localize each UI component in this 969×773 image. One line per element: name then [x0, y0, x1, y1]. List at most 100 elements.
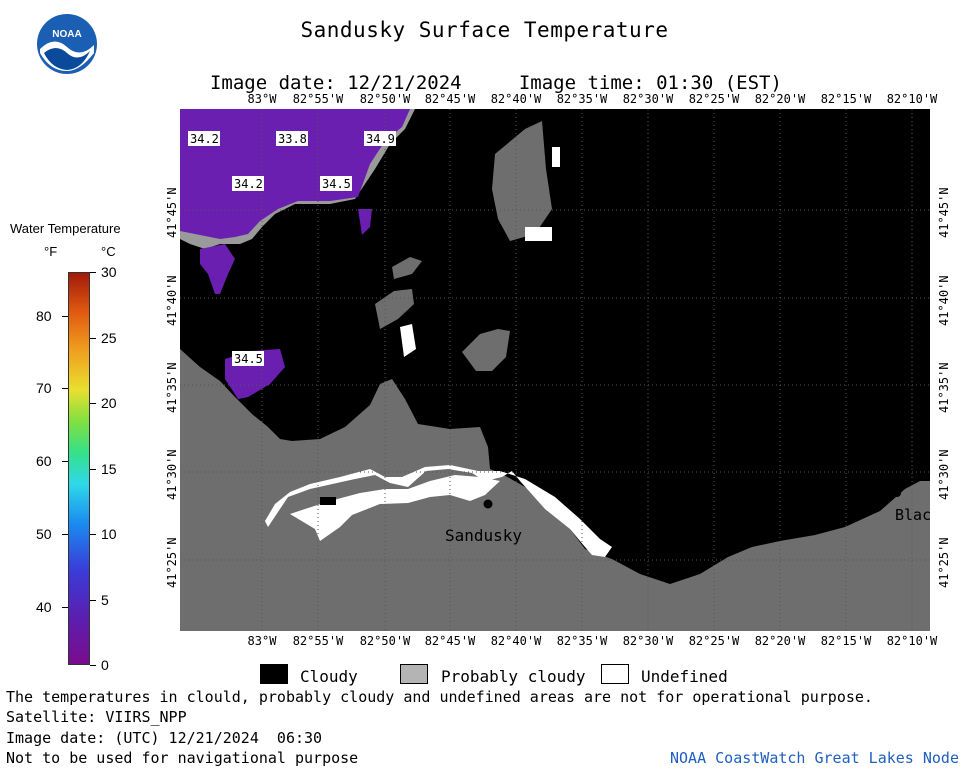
temperature-label: 34.2 [234, 177, 263, 191]
footer-utc-date: Image date: (UTC) 12/21/2024 06:30 [6, 729, 323, 747]
sandusky-label: Sandusky [445, 526, 522, 545]
colorbar-title: Water Temperature [10, 221, 121, 236]
legend-swatch-probably-cloudy [400, 664, 428, 684]
noaa-logo: NOAA [36, 13, 98, 75]
longitude-tick-bottom: 82°40'W [490, 634, 542, 648]
temperature-label: 34.5 [322, 177, 351, 191]
longitude-tick-top: 82°10'W [886, 92, 938, 106]
noaa-logo-text: NOAA [52, 29, 81, 40]
water-temperature-area [200, 244, 235, 294]
colorbar-f-tick-mark [62, 461, 68, 463]
temperature-label-box [232, 176, 264, 191]
colorbar-c-tick-mark [90, 468, 96, 470]
temperature-label: 34.9 [366, 132, 395, 146]
temperature-label-box [232, 351, 264, 366]
latitude-tick-right: 41°40'N [937, 275, 951, 326]
longitude-tick-bottom: 82°20'W [754, 634, 806, 648]
legend-swatch-cloudy [260, 664, 288, 684]
footer-credit: NOAA CoastWatch Great Lakes Node [670, 749, 959, 767]
probably-cloudy-area [180, 349, 930, 631]
colorbar-c-tick-mark [90, 534, 96, 535]
longitude-tick-bottom: 82°50'W [359, 634, 411, 648]
probably-cloudy-island [492, 121, 552, 241]
latitude-tick-left: 41°25'N [165, 537, 179, 588]
water-temperature-area [180, 109, 410, 239]
undefined-area [290, 475, 500, 541]
longitude-tick-bottom: 82°35'W [556, 634, 608, 648]
latitude-tick-right: 41°35'N [937, 362, 951, 413]
temperature-label: 34.5 [234, 352, 263, 366]
map-panel: 34.2 33.8 34.9 34.2 34.5 34.5 Sandusky Blac [180, 109, 931, 631]
colorbar-c-tick: 25 [101, 329, 117, 346]
colorbar-f-tick-mark [62, 315, 68, 317]
colorbar-unit-f: °F [44, 244, 58, 259]
latitude-tick-left: 41°35'N [165, 362, 179, 413]
probably-cloudy-island [462, 329, 510, 371]
longitude-tick-top: 82°15'W [820, 92, 872, 106]
colorbar-c-tick-mark [90, 337, 96, 339]
longitude-tick-bottom: 83°W [247, 634, 277, 648]
colorbar-c-tick-mark [90, 272, 96, 273]
footer-disclaimer: The temperatures in clould, probably clo… [6, 688, 873, 706]
undefined-area [552, 147, 560, 167]
colorbar-f-tick: 50 [36, 526, 52, 542]
colorbar-c-tick: 5 [101, 591, 109, 608]
longitude-tick-bottom: 82°55'W [292, 634, 344, 648]
footer-navigation-warning: Not to be used for navigational purpose [6, 749, 359, 767]
map-svg: 34.2 33.8 34.9 34.2 34.5 34.5 Sandusky Blac [180, 109, 931, 631]
temperature-label: 34.2 [190, 132, 219, 146]
longitude-tick-bottom: 82°25'W [688, 634, 740, 648]
graticule [180, 109, 930, 631]
longitude-tick-top: 82°30'W [622, 92, 674, 106]
legend-label-undefined: Undefined [641, 667, 728, 686]
water-temperature-area [358, 209, 372, 235]
longitude-tick-top: 82°20'W [754, 92, 806, 106]
legend-label-probably-cloudy: Probably cloudy [441, 667, 586, 686]
colorbar-f-tick: 80 [36, 307, 52, 324]
colorbar-c-tick: 10 [101, 526, 117, 542]
probably-cloudy-island [375, 289, 414, 329]
page-title: Sandusky Surface Temperature [300, 18, 669, 42]
temperature-labels: 34.2 33.8 34.9 34.2 34.5 34.5 [188, 131, 396, 366]
image-date-time: Image date: 12/21/2024 Image time: 01:30… [0, 50, 969, 94]
latitude-tick-left: 41°30'N [165, 449, 179, 500]
longitude-tick-bottom: 82°45'W [424, 634, 476, 648]
temperature-label-box [320, 176, 352, 191]
probably-cloudy-island [392, 257, 422, 279]
colorbar-c-tick: 20 [101, 395, 117, 411]
image-date: Image date: 12/21/2024 [209, 72, 462, 94]
longitude-tick-bottom: 82°15'W [820, 634, 872, 648]
footer-satellite: Satellite: VIIRS_NPP [6, 708, 187, 726]
temperature-label-box [188, 131, 220, 146]
latitude-tick-right: 41°25'N [937, 537, 951, 588]
colorbar-c-tick-mark [90, 599, 96, 601]
longitude-tick-bottom: 82°10'W [886, 634, 938, 648]
colorbar-f-tick: 40 [36, 598, 52, 615]
temperature-label: 33.8 [278, 132, 307, 146]
colorbar-f-tick-mark [62, 534, 68, 535]
colorbar-f-tick: 70 [36, 380, 52, 397]
legend-swatch-undefined [601, 664, 629, 684]
colorbar-unit-c: °C [101, 244, 116, 259]
latitude-tick-right: 41°45'N [937, 187, 951, 238]
colorbar-c-tick: 0 [101, 657, 109, 673]
longitude-tick-top: 82°55'W [292, 92, 344, 106]
legend-label-cloudy: Cloudy [300, 667, 358, 686]
longitude-tick-top: 82°50'W [359, 92, 411, 106]
latitude-tick-left: 41°40'N [165, 275, 179, 326]
temperature-label-box [276, 131, 308, 146]
longitude-tick-top: 82°45'W [424, 92, 476, 106]
blac-label: Blac [895, 506, 930, 524]
longitude-tick-top: 83°W [247, 92, 277, 106]
colorbar-c-tick-mark [90, 403, 96, 404]
longitude-tick-bottom: 82°30'W [622, 634, 674, 648]
undefined-area [525, 227, 552, 241]
temperature-label-box [364, 131, 396, 146]
undefined-area [400, 324, 416, 357]
colorbar-c-tick: 30 [101, 264, 117, 280]
colorbar-c-tick: 15 [101, 460, 117, 477]
image-time: Image time: 01:30 (EST) [518, 72, 782, 94]
colorbar-f-tick: 60 [36, 453, 52, 470]
colorbar-c-tick-mark [90, 665, 96, 666]
black-river-marker [893, 489, 901, 497]
